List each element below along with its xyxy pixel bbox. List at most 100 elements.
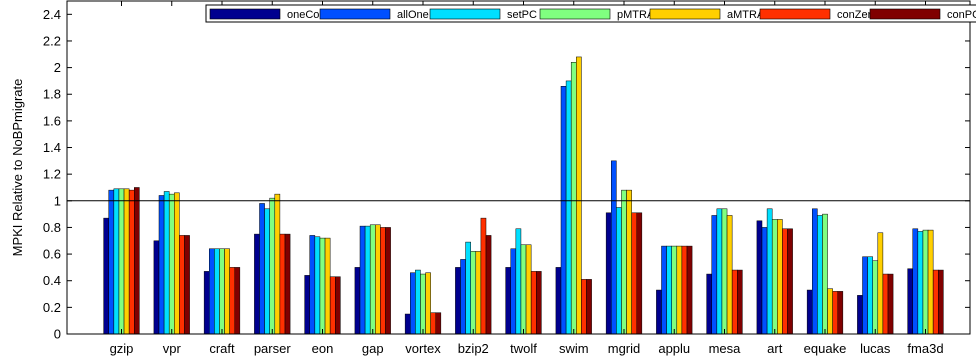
bar-conZero-eon — [329, 276, 336, 335]
bar-conPC-applu — [686, 245, 693, 335]
bar-allOne-applu — [661, 245, 667, 335]
x-category-label: swim — [559, 341, 589, 356]
bar-pMTRAM-craft — [219, 248, 225, 335]
x-category-label: eon — [312, 341, 334, 356]
x-category-label: fma3d — [907, 341, 943, 356]
y-tick-label: 1 — [54, 193, 61, 208]
bar-aMTRAM-applu — [676, 245, 683, 335]
bar-conPC-eon — [335, 276, 341, 335]
bar-allOne-bzip2 — [460, 259, 466, 335]
x-category-label: mgrid — [608, 341, 641, 356]
bar-conZero-lucas — [882, 273, 889, 335]
bar-oneCore-equake — [806, 289, 813, 335]
bar-conPC-art — [787, 228, 793, 335]
bar-pMTRAM-eon — [319, 237, 326, 335]
y-tick-label: 1.2 — [43, 167, 61, 182]
y-axis: 0 0.2 0.4 0.6 0.8 1 1.2 1.4 1.6 1.8 2 2.2 2.4 — [43, 7, 970, 342]
y-tick-label: 0.4 — [43, 273, 61, 288]
bar-setPC-art — [766, 208, 773, 335]
legend-label-oneCore: oneCore — [287, 9, 329, 21]
bar-aMTRAM-art — [777, 219, 783, 335]
bar-setPC-parser — [264, 208, 270, 335]
x-category-label: parser — [254, 341, 292, 356]
bar-conPC-mgrid — [636, 212, 643, 335]
bar-pMTRAM-fma3d — [922, 229, 929, 335]
bar-conZero-mesa — [731, 269, 738, 335]
bar-aMTRAM-gap — [375, 224, 381, 335]
bar-conZero-vpr — [179, 235, 185, 335]
bar-oneCore-mgrid — [605, 212, 612, 335]
bar-allOne-vpr — [158, 195, 165, 335]
legend-label-conZero: conZero — [837, 9, 877, 21]
bar-aMTRAM-mesa — [726, 215, 733, 335]
y-tick-label: 0.2 — [43, 300, 61, 315]
bar-aMTRAM-gzip — [123, 188, 130, 335]
bar-conPC-parser — [284, 233, 291, 335]
bar-oneCore-eon — [304, 275, 310, 335]
y-tick-label: 1.6 — [43, 113, 61, 128]
bar-oneCore-mesa — [706, 273, 713, 335]
bar-pMTRAM-lucas — [872, 260, 879, 335]
bar-setPC-equake — [817, 215, 823, 335]
bar-conPC-equake — [837, 291, 844, 335]
bar-allOne-equake — [812, 208, 818, 335]
bar-conZero-twolf — [530, 271, 537, 335]
bar-oneCore-art — [756, 220, 763, 335]
x-category-label: craft — [209, 341, 235, 356]
legend-swatch-oneCore — [209, 8, 281, 20]
bar-pMTRAM-gzip — [118, 188, 125, 335]
legend-swatch-setPC — [429, 8, 501, 20]
bar-allOne-swim — [560, 86, 567, 335]
bar-oneCore-applu — [656, 289, 662, 335]
x-category-label: art — [767, 341, 783, 356]
bar-oneCore-twolf — [505, 267, 511, 335]
bar-pMTRAM-mesa — [721, 208, 728, 335]
bar-aMTRAM-vortex — [425, 272, 431, 335]
plot-frame — [66, 0, 971, 335]
bar-setPC-vortex — [415, 269, 421, 335]
bar-allOne-twolf — [510, 248, 517, 335]
bar-setPC-gzip — [113, 188, 120, 335]
bar-allOne-vortex — [410, 272, 416, 335]
y-tick-label: 2 — [54, 60, 61, 75]
bar-pMTRAM-equake — [822, 213, 828, 335]
x-category-label: gzip — [110, 341, 134, 356]
bar-allOne-mesa — [711, 215, 718, 335]
bar-allOne-gap — [359, 225, 366, 335]
x-category-label: applu — [658, 341, 690, 356]
bar-setPC-mesa — [716, 208, 723, 335]
bar-pMTRAM-parser — [269, 197, 276, 335]
bar-allOne-eon — [309, 235, 316, 335]
bar-oneCore-fma3d — [907, 268, 914, 335]
bar-oneCore-gap — [354, 267, 361, 335]
bar-setPC-mgrid — [616, 207, 622, 335]
y-tick-label: 1.8 — [43, 87, 61, 102]
bar-allOne-fma3d — [912, 228, 919, 335]
x-category-label: twolf — [510, 341, 537, 356]
bar-conZero-craft — [229, 267, 235, 335]
bar-allOne-art — [761, 227, 768, 335]
legend: oneCore allOne setPC pMTRAM aMTRAM conZero con… — [205, 4, 976, 23]
x-category-label: bzip2 — [458, 341, 489, 356]
y-tick-label: 0.6 — [43, 247, 61, 262]
bar-conZero-parser — [279, 233, 286, 335]
x-category-label: vortex — [405, 341, 441, 356]
bar-oneCore-parser — [254, 233, 260, 335]
bar-setPC-twolf — [515, 228, 522, 335]
bar-oneCore-lucas — [857, 295, 863, 335]
bar-pMTRAM-twolf — [520, 244, 527, 335]
bar-aMTRAM-fma3d — [927, 229, 934, 335]
y-tick-label: 1.4 — [43, 140, 61, 155]
bar-setPC-eon — [314, 236, 321, 335]
x-category-label: mesa — [709, 341, 742, 356]
bar-oneCore-gzip — [103, 217, 110, 335]
legend-swatch-aMTRAM — [649, 8, 721, 20]
bar-conZero-fma3d — [932, 269, 939, 335]
x-axis: gzip vpr craft parser eon gap vortex bzip2 twolf… — [110, 1, 944, 356]
legend-swatch-pMTRAM — [539, 8, 611, 20]
bar-conPC-gap — [385, 227, 391, 335]
x-category-label: vpr — [163, 341, 182, 356]
bar-oneCore-swim — [555, 267, 562, 335]
y-axis-title: MPKI Relative to NoBPmigrate — [10, 79, 25, 257]
legend-label-conPC: conPC — [947, 9, 976, 21]
